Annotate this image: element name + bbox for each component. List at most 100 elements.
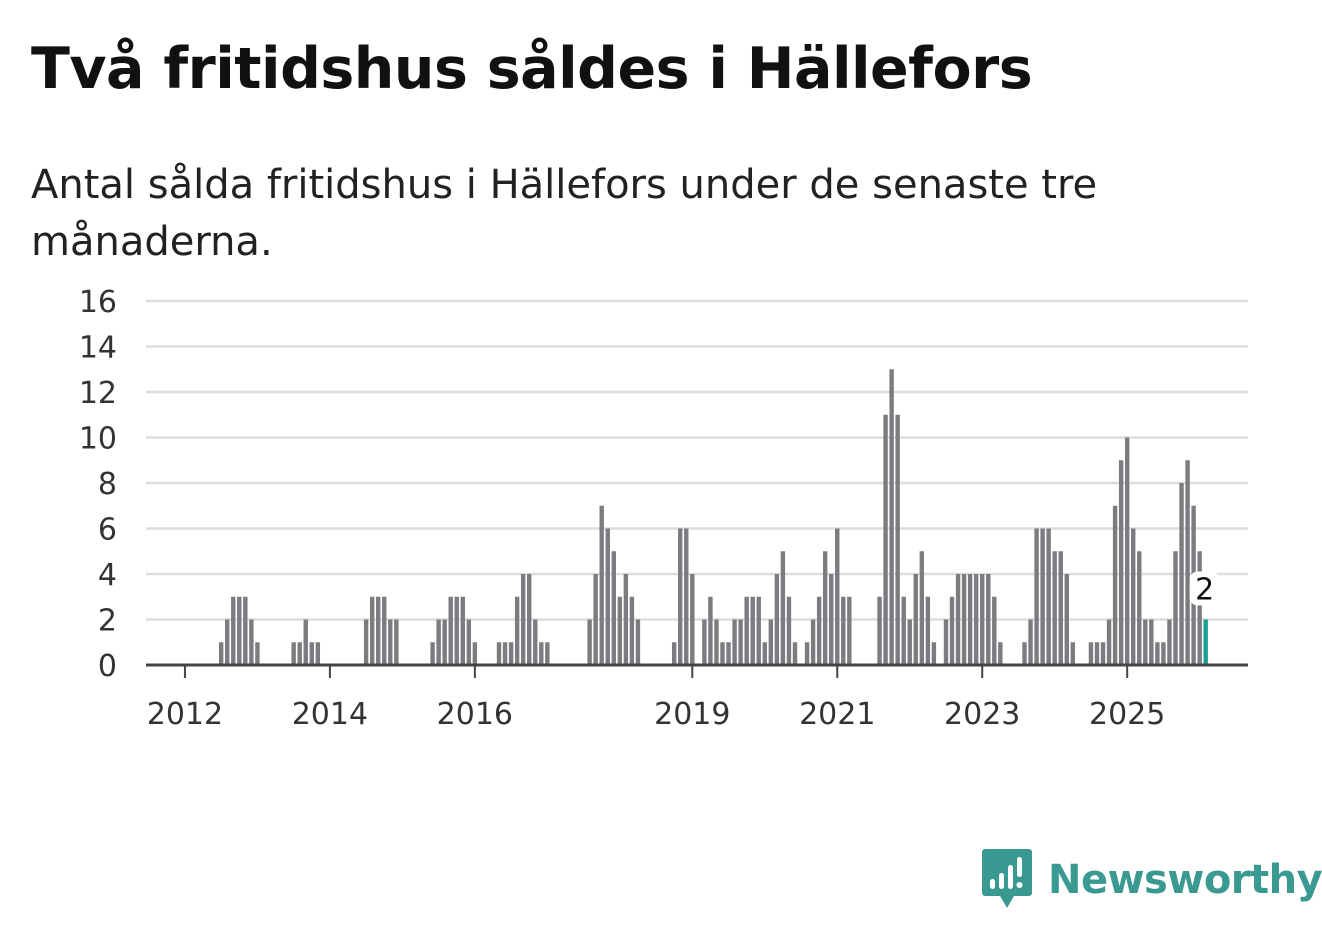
y-tick-label: 6	[98, 513, 117, 548]
bar	[382, 596, 387, 665]
bar	[1137, 551, 1142, 665]
bar	[720, 642, 725, 665]
grid-lines	[146, 299, 1248, 621]
bar	[1179, 483, 1184, 665]
bar	[376, 596, 381, 665]
x-axis	[146, 663, 1248, 678]
bar	[768, 619, 774, 665]
newsworthy-logo: Newsworthy	[982, 849, 1322, 911]
bar	[1112, 505, 1118, 665]
annotation-halo	[1189, 571, 1220, 606]
bar	[394, 619, 399, 665]
bar	[388, 619, 393, 665]
bar	[430, 642, 435, 665]
bar	[907, 619, 912, 665]
y-tick-label: 0	[98, 649, 117, 684]
bar	[363, 619, 369, 665]
bar	[599, 505, 604, 665]
bar	[1088, 642, 1094, 665]
highlighted-bar	[1203, 619, 1208, 665]
bar	[1185, 460, 1190, 665]
bar	[466, 619, 472, 665]
bar	[829, 574, 834, 665]
bar	[472, 642, 478, 665]
y-tick-label: 12	[79, 376, 117, 411]
bar	[708, 596, 713, 665]
y-axis-labels: 0 2 4 6 8 10 12 14 16	[79, 285, 117, 684]
bar	[514, 596, 520, 665]
bar	[237, 596, 242, 665]
bar	[1052, 551, 1057, 665]
bar	[1022, 642, 1027, 665]
bar	[225, 619, 230, 665]
bar	[726, 642, 731, 665]
y-tick-label: 2	[98, 604, 117, 639]
bar	[1028, 619, 1033, 665]
x-tick-label: 2014	[292, 697, 368, 732]
bar	[702, 619, 707, 665]
x-tick-label: 2023	[944, 697, 1020, 732]
x-tick-label: 2021	[799, 697, 875, 732]
bar	[847, 596, 852, 665]
bar	[925, 596, 931, 665]
bar	[309, 642, 314, 665]
bar	[883, 414, 888, 665]
bar	[835, 528, 840, 665]
bar	[1064, 574, 1069, 665]
bar	[533, 619, 538, 665]
bar	[635, 619, 641, 665]
bar	[744, 596, 749, 665]
bar	[442, 619, 447, 665]
bar	[1094, 642, 1100, 665]
bar	[218, 642, 224, 665]
bar	[1143, 619, 1148, 665]
bar	[436, 619, 441, 665]
x-tick-label: 2016	[437, 697, 513, 732]
bar	[1118, 460, 1124, 665]
x-axis-labels: 2012 2014 2016 2019 2021 2023 2025	[147, 697, 1166, 732]
bar	[605, 528, 610, 665]
bar	[980, 574, 985, 665]
y-tick-label: 10	[79, 422, 117, 457]
bar	[774, 574, 780, 665]
bar	[369, 596, 375, 665]
bar	[992, 596, 997, 665]
x-tick-label: 2012	[147, 697, 223, 732]
last-value-label: 2	[1195, 573, 1214, 608]
bar	[943, 619, 949, 665]
bar	[750, 596, 755, 665]
bar-chart-speech-bubble-icon	[982, 849, 1032, 908]
bar	[1034, 528, 1039, 665]
bar	[231, 596, 236, 665]
bar	[786, 596, 792, 665]
bar	[508, 642, 514, 665]
bar	[1197, 551, 1202, 665]
bar	[913, 574, 918, 665]
bar	[1106, 619, 1112, 665]
bar	[587, 619, 592, 665]
bar	[714, 619, 719, 665]
bar	[303, 619, 308, 665]
bar	[520, 574, 526, 665]
bar	[496, 642, 502, 665]
bar	[315, 642, 321, 665]
bar	[1149, 619, 1154, 665]
bar	[623, 574, 629, 665]
bar	[877, 596, 882, 665]
bar	[545, 642, 550, 665]
bar	[1040, 528, 1045, 665]
bar	[629, 596, 635, 665]
bar	[255, 642, 260, 665]
x-tick-label: 2025	[1089, 697, 1165, 732]
bar	[460, 596, 465, 665]
bar	[1131, 528, 1136, 665]
bar	[998, 642, 1003, 665]
bar	[690, 574, 695, 665]
bar	[762, 642, 767, 665]
bar	[527, 574, 532, 665]
bar	[1100, 642, 1106, 665]
bar	[1155, 642, 1160, 665]
bar	[973, 574, 979, 665]
bar	[243, 596, 248, 665]
bar	[539, 642, 544, 665]
